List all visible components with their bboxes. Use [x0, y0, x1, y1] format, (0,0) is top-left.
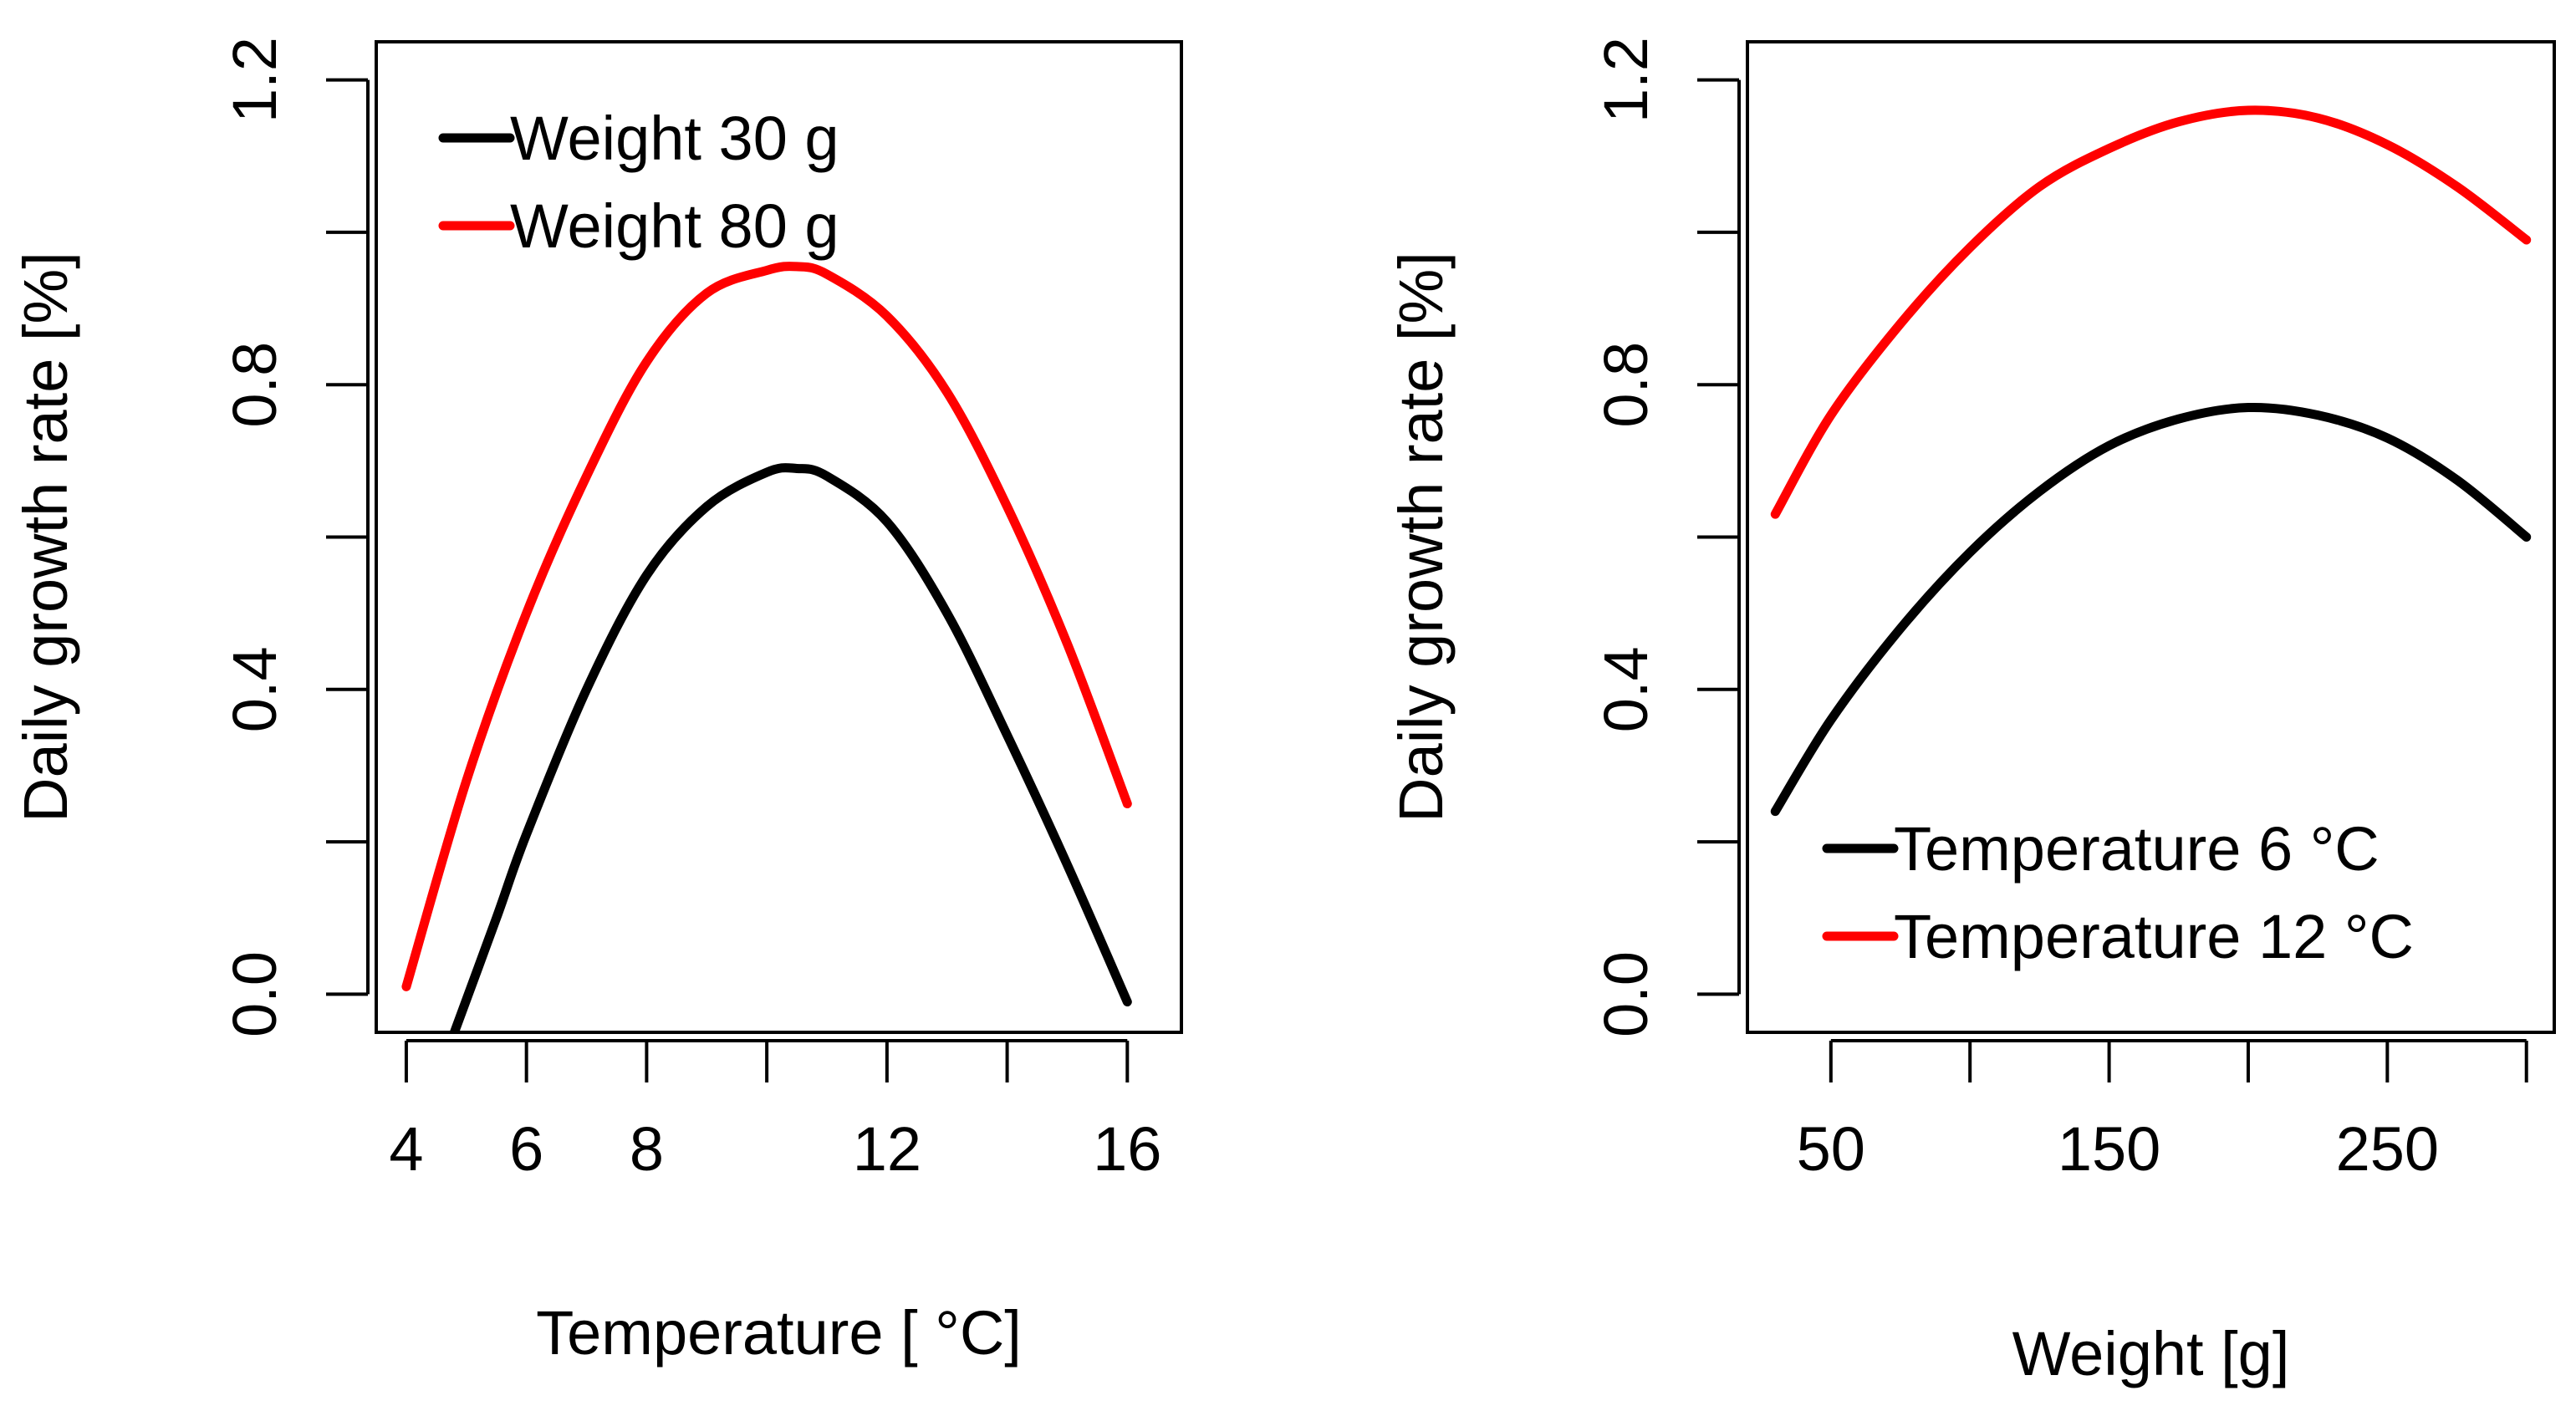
x-tick-label: 8	[630, 1114, 664, 1184]
x-tick-label: 150	[2058, 1114, 2160, 1184]
y-tick-label: 0.8	[1591, 342, 1660, 428]
y-tick-label: 1.2	[1591, 37, 1660, 123]
y-tick-label: 1.2	[220, 37, 289, 123]
y-axis-title: Daily growth rate [%]	[1386, 252, 1456, 823]
x-tick-label: 50	[1797, 1114, 1865, 1184]
y-tick-label: 0.0	[220, 951, 289, 1037]
y-tick-label: 0.4	[1591, 646, 1660, 732]
x-axis-title: Weight [g]	[2012, 1319, 2290, 1388]
legend-label-1: Temperature 12 °C	[1894, 902, 2414, 971]
panel-weight: 50 150 250 0.0 0.4 0.8 1.2 Weight [g] Daily grow…	[1386, 37, 2556, 1388]
y-axis-title: Daily growth rate [%]	[11, 252, 80, 823]
x-axis-title: Temperature [ °C]	[536, 1298, 1022, 1368]
panel-temperature: 4 6 8 12 16 0.0 0.4 0.8 1.2 Temperature [ °C] Dail…	[11, 37, 1183, 1368]
y-tick-label: 0.4	[220, 646, 289, 732]
x-tick-label: 250	[2336, 1114, 2439, 1184]
series-line-0	[449, 463, 1132, 1032]
x-tick-label: 16	[1093, 1114, 1161, 1184]
y-tick-label: 0.0	[1591, 951, 1660, 1037]
legend-label-0: Weight 30 g	[510, 104, 839, 173]
series-line-1	[401, 262, 1132, 991]
legend-label-1: Weight 80 g	[510, 191, 839, 261]
y-tick-label: 0.8	[220, 342, 289, 428]
x-tick-label: 6	[509, 1114, 543, 1184]
x-tick-label: 12	[853, 1114, 921, 1184]
plot-frame	[1746, 40, 2556, 1034]
x-tick-label: 4	[389, 1114, 423, 1184]
series-line-0	[1770, 402, 2532, 817]
series-line-1	[1770, 105, 2532, 519]
plot-frame	[375, 40, 1183, 1034]
legend-label-0: Temperature 6 °C	[1894, 814, 2380, 884]
